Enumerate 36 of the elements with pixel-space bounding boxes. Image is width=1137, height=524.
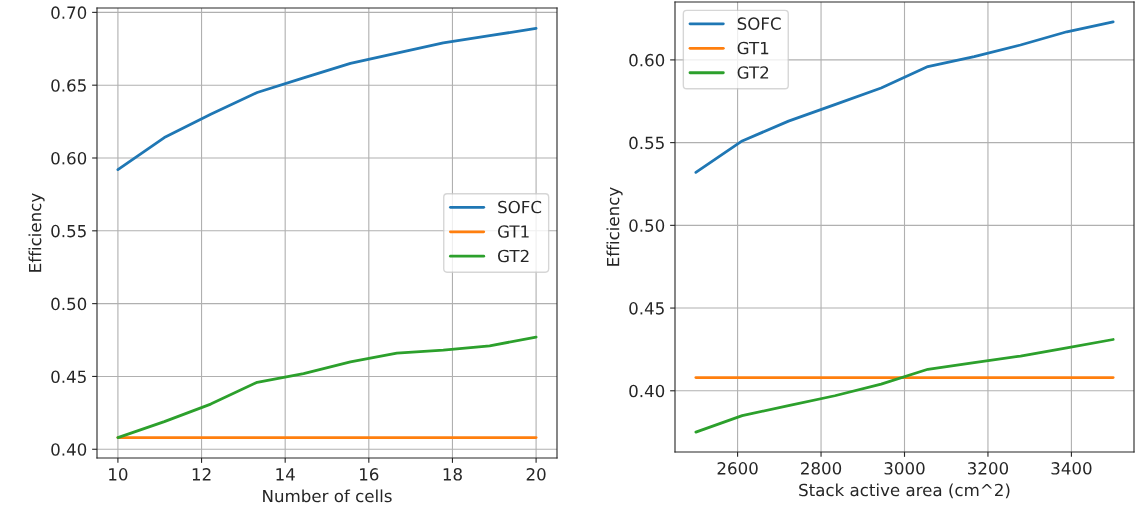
y-tick-label: 0.65 (51, 79, 86, 92)
x-tick-label: 2800 (801, 462, 842, 475)
x-tick-label: 16 (360, 468, 379, 481)
y-tick-label: 0.45 (629, 302, 664, 315)
y-tick-label: 0.55 (51, 224, 86, 238)
y-tick-label: 0.50 (629, 219, 665, 232)
line-series (116, 27, 538, 172)
x-axis-title: Stack active area (cm^2) (799, 483, 1010, 499)
legend-label: GT2 (737, 66, 769, 79)
y-tick-label: 0.55 (629, 136, 664, 150)
legend-label: GT1 (498, 225, 529, 238)
y-tick-label: 0.40 (51, 443, 87, 456)
x-tick-label: 3200 (968, 462, 1009, 475)
y-tick-label: 0.70 (51, 6, 87, 19)
x-tick-label: 3400 (1051, 462, 1092, 475)
x-tick-label: 18 (443, 468, 462, 481)
legend-label: SOFC (737, 17, 781, 30)
line-series (116, 335, 538, 439)
x-tick-label: 14 (276, 468, 295, 481)
legend-label: GT2 (498, 249, 529, 263)
legend-label: SOFC (498, 200, 542, 214)
x-axis-title: Number of cells (263, 489, 392, 503)
y-tick-label: 0.60 (629, 53, 665, 67)
y-tick-label: 0.50 (51, 297, 87, 311)
x-tick-label: 2600 (717, 462, 758, 475)
y-tick-label: 0.45 (51, 370, 86, 384)
x-tick-label: 12 (192, 468, 211, 481)
x-tick-label: 3000 (884, 462, 925, 475)
y-tick-label: 0.40 (629, 384, 665, 398)
y-axis-title: Efficiency (606, 187, 623, 266)
line-series (694, 338, 1115, 434)
y-axis-title: Efficiency (28, 193, 45, 272)
x-tick-label: 20 (526, 468, 546, 481)
legend-label: GT1 (737, 41, 769, 55)
y-tick-label: 0.60 (51, 151, 87, 165)
x-tick-label: 10 (109, 468, 128, 481)
